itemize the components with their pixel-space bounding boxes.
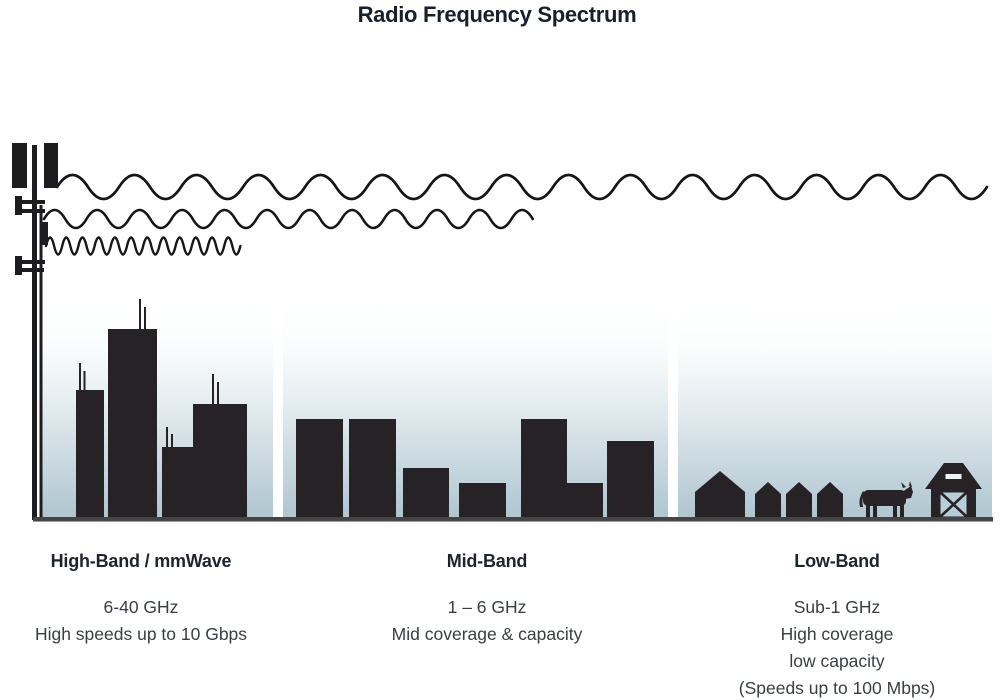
- tower-lower-side-panel: [15, 256, 22, 275]
- low-band-coverage: High coverage: [780, 624, 894, 644]
- low-band-label-block: Low-Band Sub-1 GHz High coverage low cap…: [739, 551, 936, 700]
- building: [567, 483, 603, 520]
- high-band-short-wave-icon: [44, 236, 242, 256]
- cow-leg: [873, 503, 877, 518]
- mid-band-medium-wave-icon: [42, 208, 535, 230]
- building: [296, 419, 343, 520]
- house-icon: [755, 482, 781, 519]
- high-band-skyline: [76, 299, 247, 520]
- house-icon: [786, 482, 812, 519]
- low-band-heading: Low-Band: [794, 551, 880, 571]
- cow-head: [902, 486, 913, 499]
- high-band-frequency: 6-40 GHz: [103, 597, 179, 617]
- tower-upper-side-panel: [15, 196, 22, 215]
- ground-baseline: [33, 517, 993, 522]
- low-band-capacity: low capacity: [789, 651, 885, 671]
- barn-icon: [925, 463, 982, 520]
- mid-band-label-block: Mid-Band 1 – 6 GHz Mid coverage & capaci…: [392, 551, 583, 648]
- skyscraper: [108, 329, 157, 520]
- low-band-rural-scene: [695, 463, 982, 520]
- building: [607, 441, 654, 520]
- cow-leg: [893, 503, 897, 518]
- low-band-speed: (Speeds up to 100 Mbps): [738, 678, 936, 698]
- tower-antenna-panel-left: [12, 143, 27, 188]
- cow-leg: [866, 503, 870, 518]
- skyscraper: [76, 390, 104, 520]
- cow-horn: [909, 481, 912, 487]
- cow-tail: [859, 491, 865, 507]
- skyscraper: [193, 404, 247, 520]
- high-band-heading: High-Band / mmWave: [50, 551, 232, 571]
- tower-antenna-panel-right: [44, 143, 58, 188]
- rooftop-antennas: [79, 299, 219, 449]
- tower-upper-crossbar-1: [18, 200, 45, 204]
- tower-mast: [32, 145, 37, 520]
- house-icon: [817, 482, 843, 519]
- mid-band-heading: Mid-Band: [446, 551, 528, 571]
- page-title: Radio Frequency Spectrum: [357, 2, 637, 27]
- cell-tower-icon: [12, 143, 58, 520]
- building: [521, 419, 567, 520]
- cow-icon: [859, 481, 913, 518]
- high-band-label-block: High-Band / mmWave 6-40 GHz High speeds …: [35, 551, 247, 648]
- radio-waves: [42, 173, 989, 256]
- mid-band-frequency: 1 – 6 GHz: [447, 597, 527, 617]
- barn-door: [937, 489, 970, 520]
- tower-lower-crossbar-1: [18, 260, 45, 264]
- barn-loft-window: [945, 474, 962, 479]
- building: [349, 419, 396, 520]
- mid-band-description: Mid coverage & capacity: [391, 624, 583, 644]
- tower-secondary-pole: [39, 205, 43, 520]
- building: [403, 468, 449, 520]
- cow-horn: [901, 482, 906, 488]
- high-band-description: High speeds up to 10 Gbps: [34, 624, 248, 644]
- mid-band-buildings: [296, 419, 654, 520]
- cow-leg: [900, 503, 904, 518]
- tower-upper-crossbar-2: [18, 209, 45, 213]
- cow-body: [863, 490, 906, 506]
- sky-panel-mid-band: [283, 301, 668, 519]
- sky-panels: [42, 301, 992, 519]
- tower-lower-crossbar-2: [18, 268, 44, 272]
- skyscraper: [162, 447, 193, 520]
- low-band-frequency: Sub-1 GHz: [793, 597, 881, 617]
- tower-mid-panel: [42, 222, 48, 245]
- house-icon: [695, 471, 745, 519]
- building: [459, 483, 506, 520]
- low-band-long-wave-icon: [55, 173, 989, 201]
